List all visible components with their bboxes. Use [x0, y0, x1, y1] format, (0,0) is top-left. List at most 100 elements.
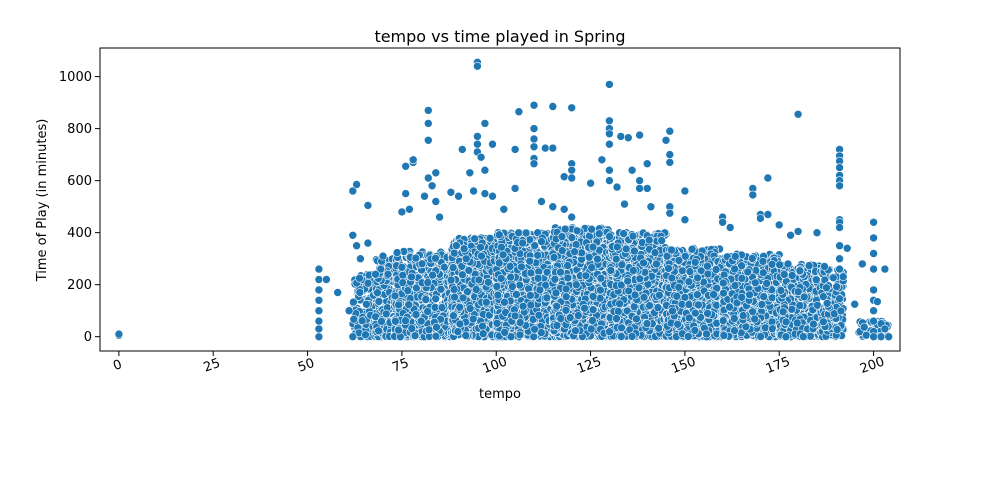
data-point	[652, 259, 661, 269]
data-point	[403, 286, 413, 295]
data-point	[449, 311, 458, 321]
data-point	[349, 314, 359, 324]
data-point	[496, 274, 506, 283]
data-point	[374, 326, 383, 336]
data-point	[552, 321, 562, 330]
data-point	[657, 236, 667, 245]
data-point	[534, 310, 544, 320]
data-point	[465, 304, 475, 313]
data-point	[452, 241, 461, 250]
data-point	[483, 277, 493, 287]
data-point	[448, 263, 458, 272]
data-point	[628, 266, 638, 275]
data-point	[455, 319, 465, 329]
data-point	[667, 245, 676, 255]
data-point	[431, 331, 441, 341]
data-point	[515, 330, 525, 340]
data-point	[612, 314, 621, 323]
data-point	[561, 305, 571, 315]
data-point	[458, 293, 468, 303]
data-point	[628, 231, 638, 241]
data-point	[374, 297, 384, 306]
data-point	[533, 250, 543, 260]
data-point	[416, 316, 426, 326]
data-point	[394, 325, 403, 335]
data-point	[551, 288, 561, 298]
data-point	[530, 241, 540, 250]
data-point	[362, 299, 371, 309]
data-point	[596, 285, 605, 295]
data-point	[474, 275, 484, 285]
data-point	[383, 269, 393, 279]
data-point	[584, 252, 594, 262]
data-point	[390, 291, 400, 301]
data-point	[570, 247, 579, 256]
data-point	[518, 238, 528, 248]
data-point	[363, 278, 373, 288]
data-point	[355, 288, 365, 297]
data-point	[526, 291, 535, 300]
data-point	[492, 318, 502, 328]
data-point	[672, 291, 682, 301]
data-point	[506, 272, 516, 282]
data-point	[494, 230, 504, 239]
data-point	[471, 285, 481, 294]
data-point	[627, 332, 637, 341]
data-point	[514, 228, 524, 238]
data-point	[459, 244, 469, 253]
data-point	[431, 253, 440, 263]
data-point	[349, 297, 358, 307]
data-point	[549, 253, 559, 262]
data-point	[586, 324, 596, 334]
data-point	[616, 332, 626, 341]
data-point	[515, 318, 525, 327]
data-point	[376, 264, 386, 274]
data-point	[552, 301, 562, 311]
data-point	[505, 262, 515, 271]
data-point	[377, 317, 386, 326]
data-point	[449, 285, 459, 294]
data-point	[635, 274, 645, 284]
data-point	[440, 262, 449, 272]
data-point	[485, 234, 495, 243]
data-point	[424, 325, 434, 335]
data-point	[557, 246, 567, 255]
data-point	[588, 305, 598, 315]
data-point	[621, 244, 631, 254]
data-point	[436, 284, 446, 294]
chart-title: tempo vs time played in Spring	[374, 27, 625, 46]
data-point	[401, 316, 410, 326]
data-point	[526, 268, 536, 278]
data-point	[587, 263, 597, 272]
data-point	[556, 267, 565, 277]
data-point	[525, 256, 535, 266]
data-point	[588, 292, 598, 301]
data-point	[571, 240, 581, 249]
data-point	[498, 250, 508, 260]
data-point	[615, 299, 624, 309]
data-point	[461, 331, 471, 340]
data-point	[595, 293, 605, 303]
data-point	[432, 322, 441, 332]
data-point	[476, 243, 485, 252]
data-point	[478, 321, 487, 331]
data-point	[690, 257, 700, 267]
data-point	[550, 274, 560, 284]
data-point	[464, 266, 474, 275]
data-point	[423, 278, 433, 287]
data-point	[518, 301, 528, 311]
data-point	[478, 329, 488, 339]
data-point	[508, 282, 517, 291]
data-point	[404, 300, 414, 310]
data-point	[581, 271, 591, 281]
data-point	[645, 301, 654, 310]
data-point	[510, 311, 520, 321]
data-point	[639, 258, 648, 268]
data-point	[500, 328, 510, 337]
data-point	[563, 273, 573, 283]
data-point	[453, 327, 463, 336]
data-point	[411, 253, 421, 263]
data-point	[394, 300, 403, 310]
data-point	[461, 254, 471, 264]
data-point	[563, 261, 572, 270]
